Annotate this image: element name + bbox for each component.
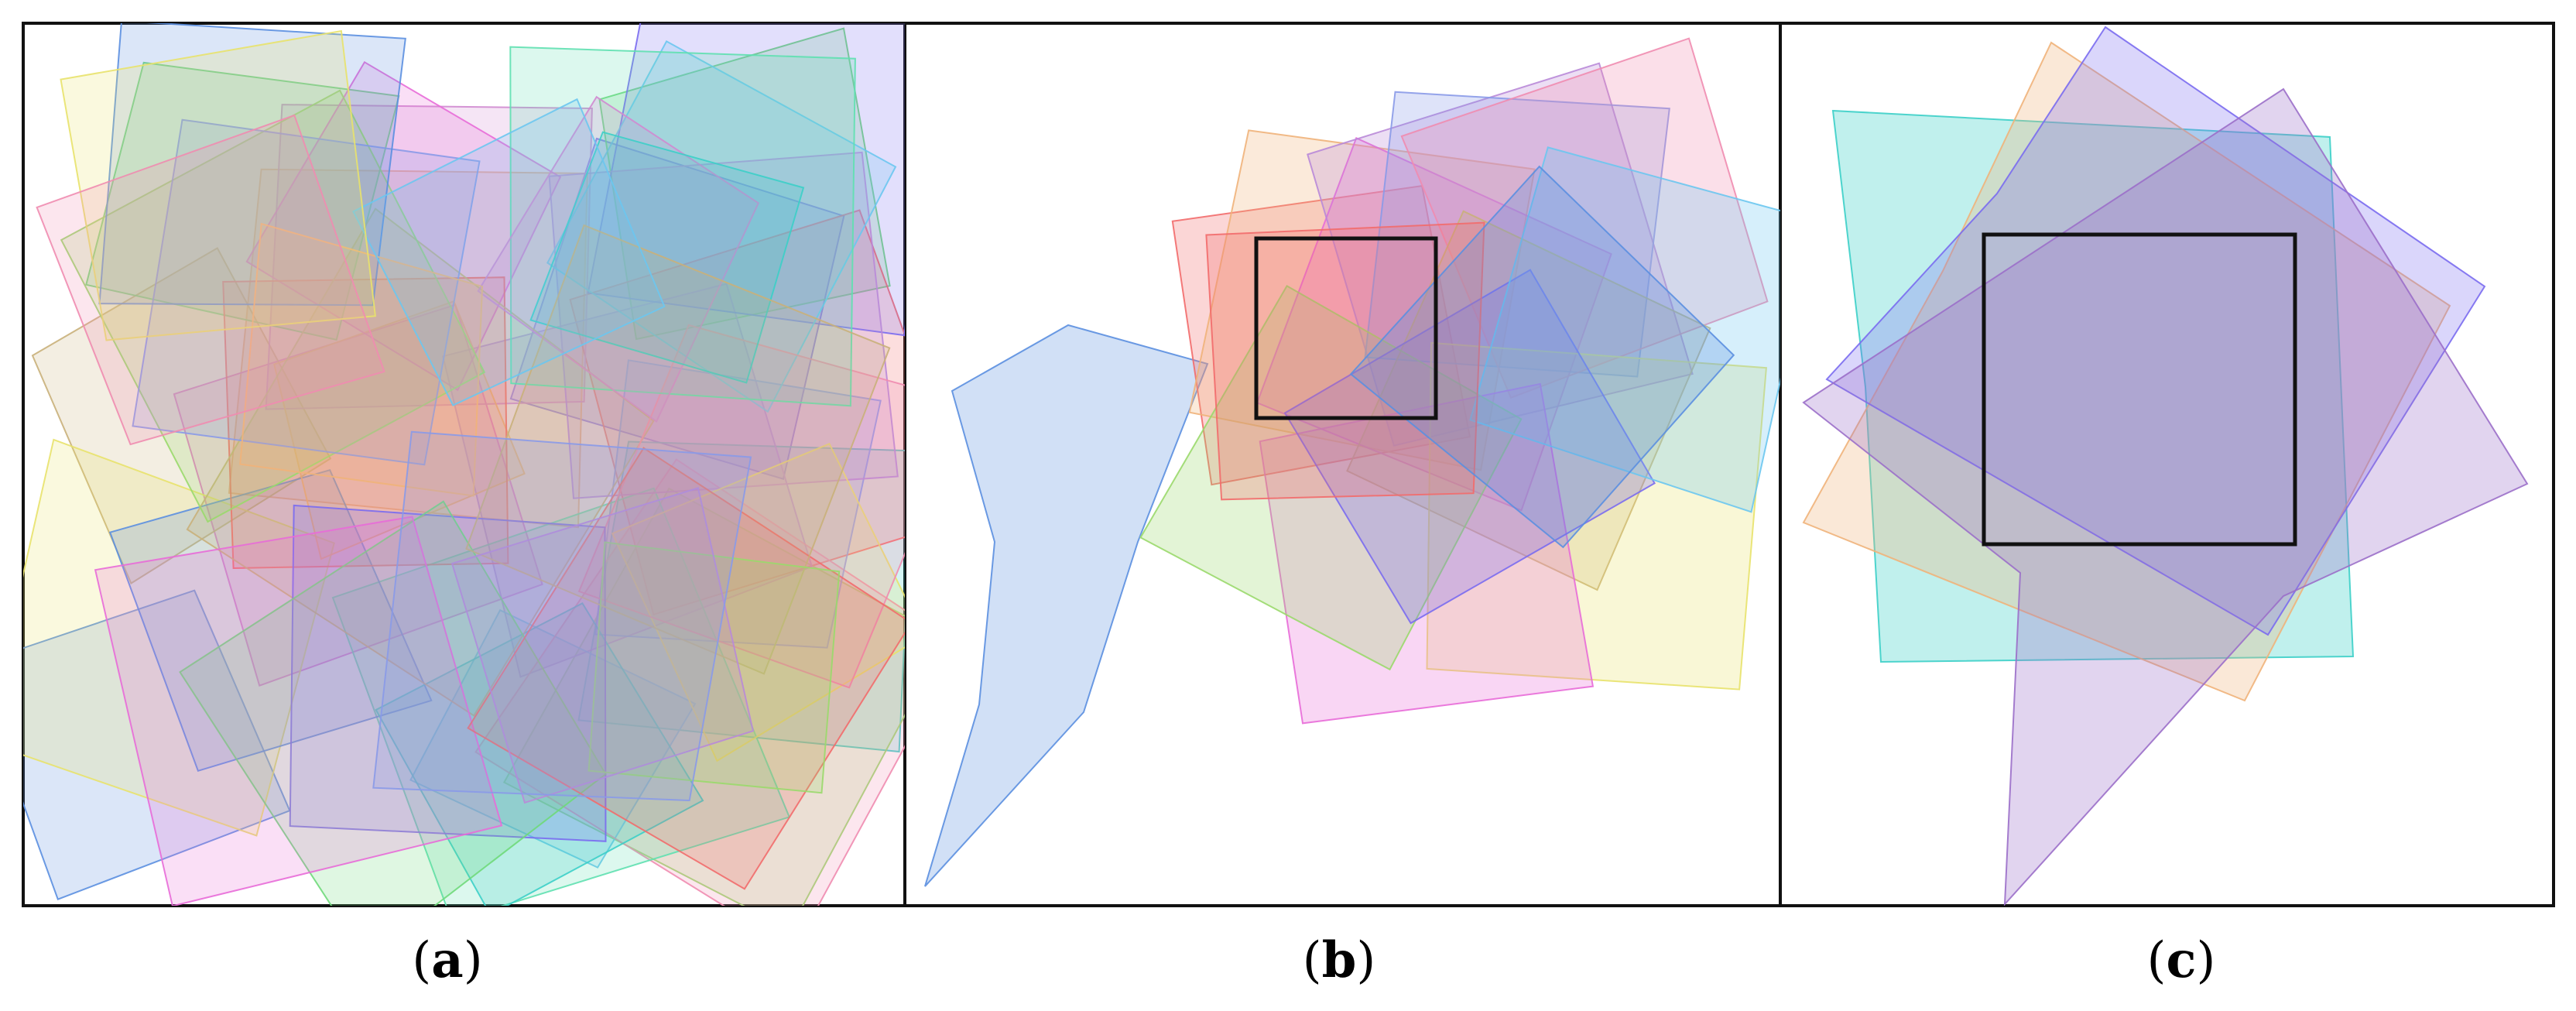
- panel-a: [23, 23, 905, 906]
- shape-a: [509, 137, 845, 480]
- panel-frame-outer: [22, 22, 2555, 907]
- shape-a: [467, 447, 905, 890]
- reference-box-c: [1982, 232, 2297, 547]
- caption-a: (a): [412, 931, 482, 989]
- shape-a: [450, 487, 755, 804]
- shape-a: [372, 430, 752, 802]
- shape-a: [94, 516, 503, 906]
- shape-a: [132, 118, 481, 466]
- shape-b: [1400, 37, 1769, 399]
- shape-a: [85, 61, 400, 341]
- shape-b: [924, 324, 1209, 887]
- shape-a: [441, 283, 814, 678]
- shape-a: [409, 608, 697, 869]
- shape-a: [375, 601, 704, 906]
- panel-c: [1802, 26, 2529, 906]
- panel-b: [924, 37, 1780, 887]
- shape-a: [186, 207, 655, 717]
- shape-a: [239, 222, 484, 497]
- shape-a: [108, 469, 433, 773]
- shape-a: [36, 114, 385, 446]
- shape-a: [546, 40, 897, 413]
- shape-a: [587, 23, 905, 337]
- shape-a: [477, 95, 760, 423]
- shape-a: [352, 98, 666, 406]
- shape-b: [1364, 91, 1670, 378]
- reference-box-b: [1254, 236, 1438, 420]
- shape-a: [60, 29, 377, 341]
- shape-a: [289, 504, 607, 842]
- shape-a: [509, 46, 856, 407]
- shape-b: [1283, 269, 1656, 625]
- shape-b: [1139, 285, 1523, 671]
- shape-c: [1831, 109, 2355, 663]
- shape-a: [502, 487, 905, 906]
- shape-a: [23, 438, 335, 837]
- shape-b: [1349, 165, 1735, 549]
- shape-a: [98, 23, 406, 307]
- shape-a: [179, 500, 607, 906]
- shape-c: [1825, 26, 2486, 636]
- shape-a: [529, 131, 805, 384]
- caption-c: (c): [2147, 931, 2216, 989]
- shape-a: [222, 276, 509, 570]
- shape-b: [1469, 146, 1780, 513]
- shape-b: [1205, 221, 1485, 501]
- shape-a: [465, 224, 891, 675]
- shape-b: [1346, 210, 1711, 591]
- caption-b: (b): [1303, 931, 1376, 989]
- panel-frame-group: [22, 22, 2555, 907]
- shape-b: [1307, 62, 1694, 447]
- shape-b: [1259, 382, 1595, 725]
- shape-b: [1188, 129, 1536, 471]
